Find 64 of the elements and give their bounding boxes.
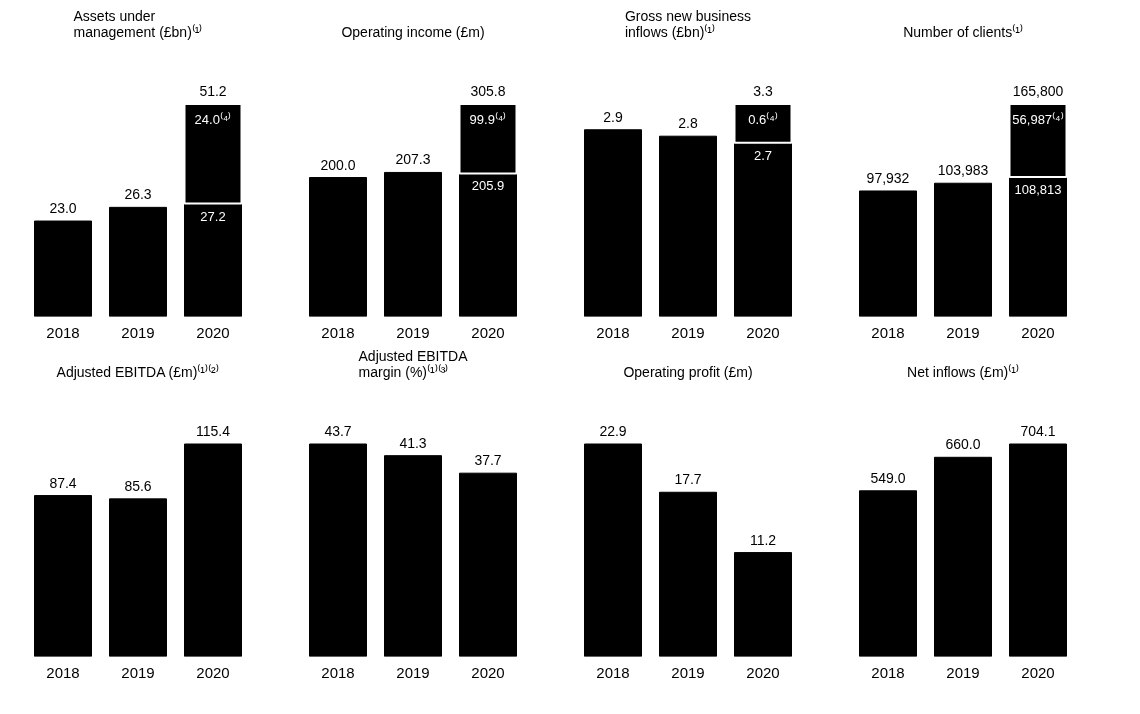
x-tick-label: 2019 [396,323,430,341]
x-tick-label: 2020 [746,663,780,681]
data-label: 24.0⁽⁴⁾ [194,112,232,127]
x-tick-label: 2019 [121,663,155,681]
data-label: 115.4 [196,423,231,439]
x-tick-label: 2018 [46,323,80,341]
chart-title: Number of clients⁽¹⁾ [903,23,1023,40]
data-label: 549.0 [870,469,906,486]
x-tick-label: 2018 [321,663,355,681]
x-tick-label: 2020 [196,323,230,341]
x-tick-label: 2019 [671,663,705,681]
chart-title: Gross new business inflows (£bn)⁽¹⁾ [624,7,752,40]
data-label: 43.7 [324,423,352,439]
chart-title: Net inflows (£m)⁽¹⁾ [907,363,1019,380]
chart-title: Operating profit (£m) [623,363,753,380]
total-label: 165,800 [1012,83,1064,99]
data-label: 103,983 [937,162,989,179]
data-label: 2.7 [753,147,773,163]
x-tick-label: 2019 [671,323,705,341]
data-label: 704.1 [1020,423,1056,439]
chart-title: Adjusted EBITDA margin (%)⁽¹⁾⁽³⁾ [358,347,469,380]
data-label: 87.4 [49,474,77,491]
x-tick-label: 2018 [321,323,355,341]
chart-title: Operating income (£m) [341,23,485,40]
x-tick-label: 2019 [121,323,155,341]
chart-title: Assets under management (£bn)⁽¹⁾ [73,7,203,40]
data-label: 200.0 [320,156,356,173]
data-label: 205.9 [471,178,505,194]
data-label: 660.0 [945,436,981,453]
x-tick-label: 2018 [596,663,630,681]
data-label: 56,987⁽⁴⁾ [1012,112,1064,127]
data-label: 99.9⁽⁴⁾ [469,112,507,127]
data-label: 26.3 [124,186,152,203]
data-label: 23.0 [49,200,77,217]
x-tick-label: 2018 [596,323,630,341]
x-tick-label: 2020 [1021,323,1055,341]
total-label: 51.2 [199,83,227,99]
chart-title: Adjusted EBITDA (£m)⁽¹⁾⁽²⁾ [56,363,219,380]
x-tick-label: 2020 [471,663,505,681]
x-tick-label: 2020 [471,323,505,341]
data-label: 41.3 [399,434,427,451]
data-label: 2.9 [603,108,623,125]
data-label: 11.2 [749,531,777,548]
total-label: 305.8 [470,83,506,99]
x-tick-label: 2020 [746,323,780,341]
data-label: 0.6⁽⁴⁾ [748,112,778,127]
x-tick-label: 2019 [946,663,980,681]
data-label: 97,932 [866,169,910,186]
x-tick-label: 2018 [871,663,905,681]
data-label: 17.7 [674,471,702,488]
data-label: 85.6 [124,477,152,494]
x-tick-label: 2020 [196,663,230,681]
total-label: 3.3 [753,83,773,99]
data-label: 2.8 [678,115,698,132]
data-label: 108,813 [1014,182,1062,198]
data-label: 207.3 [395,151,431,168]
x-tick-label: 2019 [946,323,980,341]
data-label: 27.2 [200,208,226,224]
data-label: 37.7 [474,452,502,469]
data-label: 22.9 [599,423,627,439]
x-tick-label: 2020 [1021,663,1055,681]
x-tick-label: 2018 [871,323,905,341]
x-tick-label: 2018 [46,663,80,681]
x-tick-label: 2019 [396,663,430,681]
